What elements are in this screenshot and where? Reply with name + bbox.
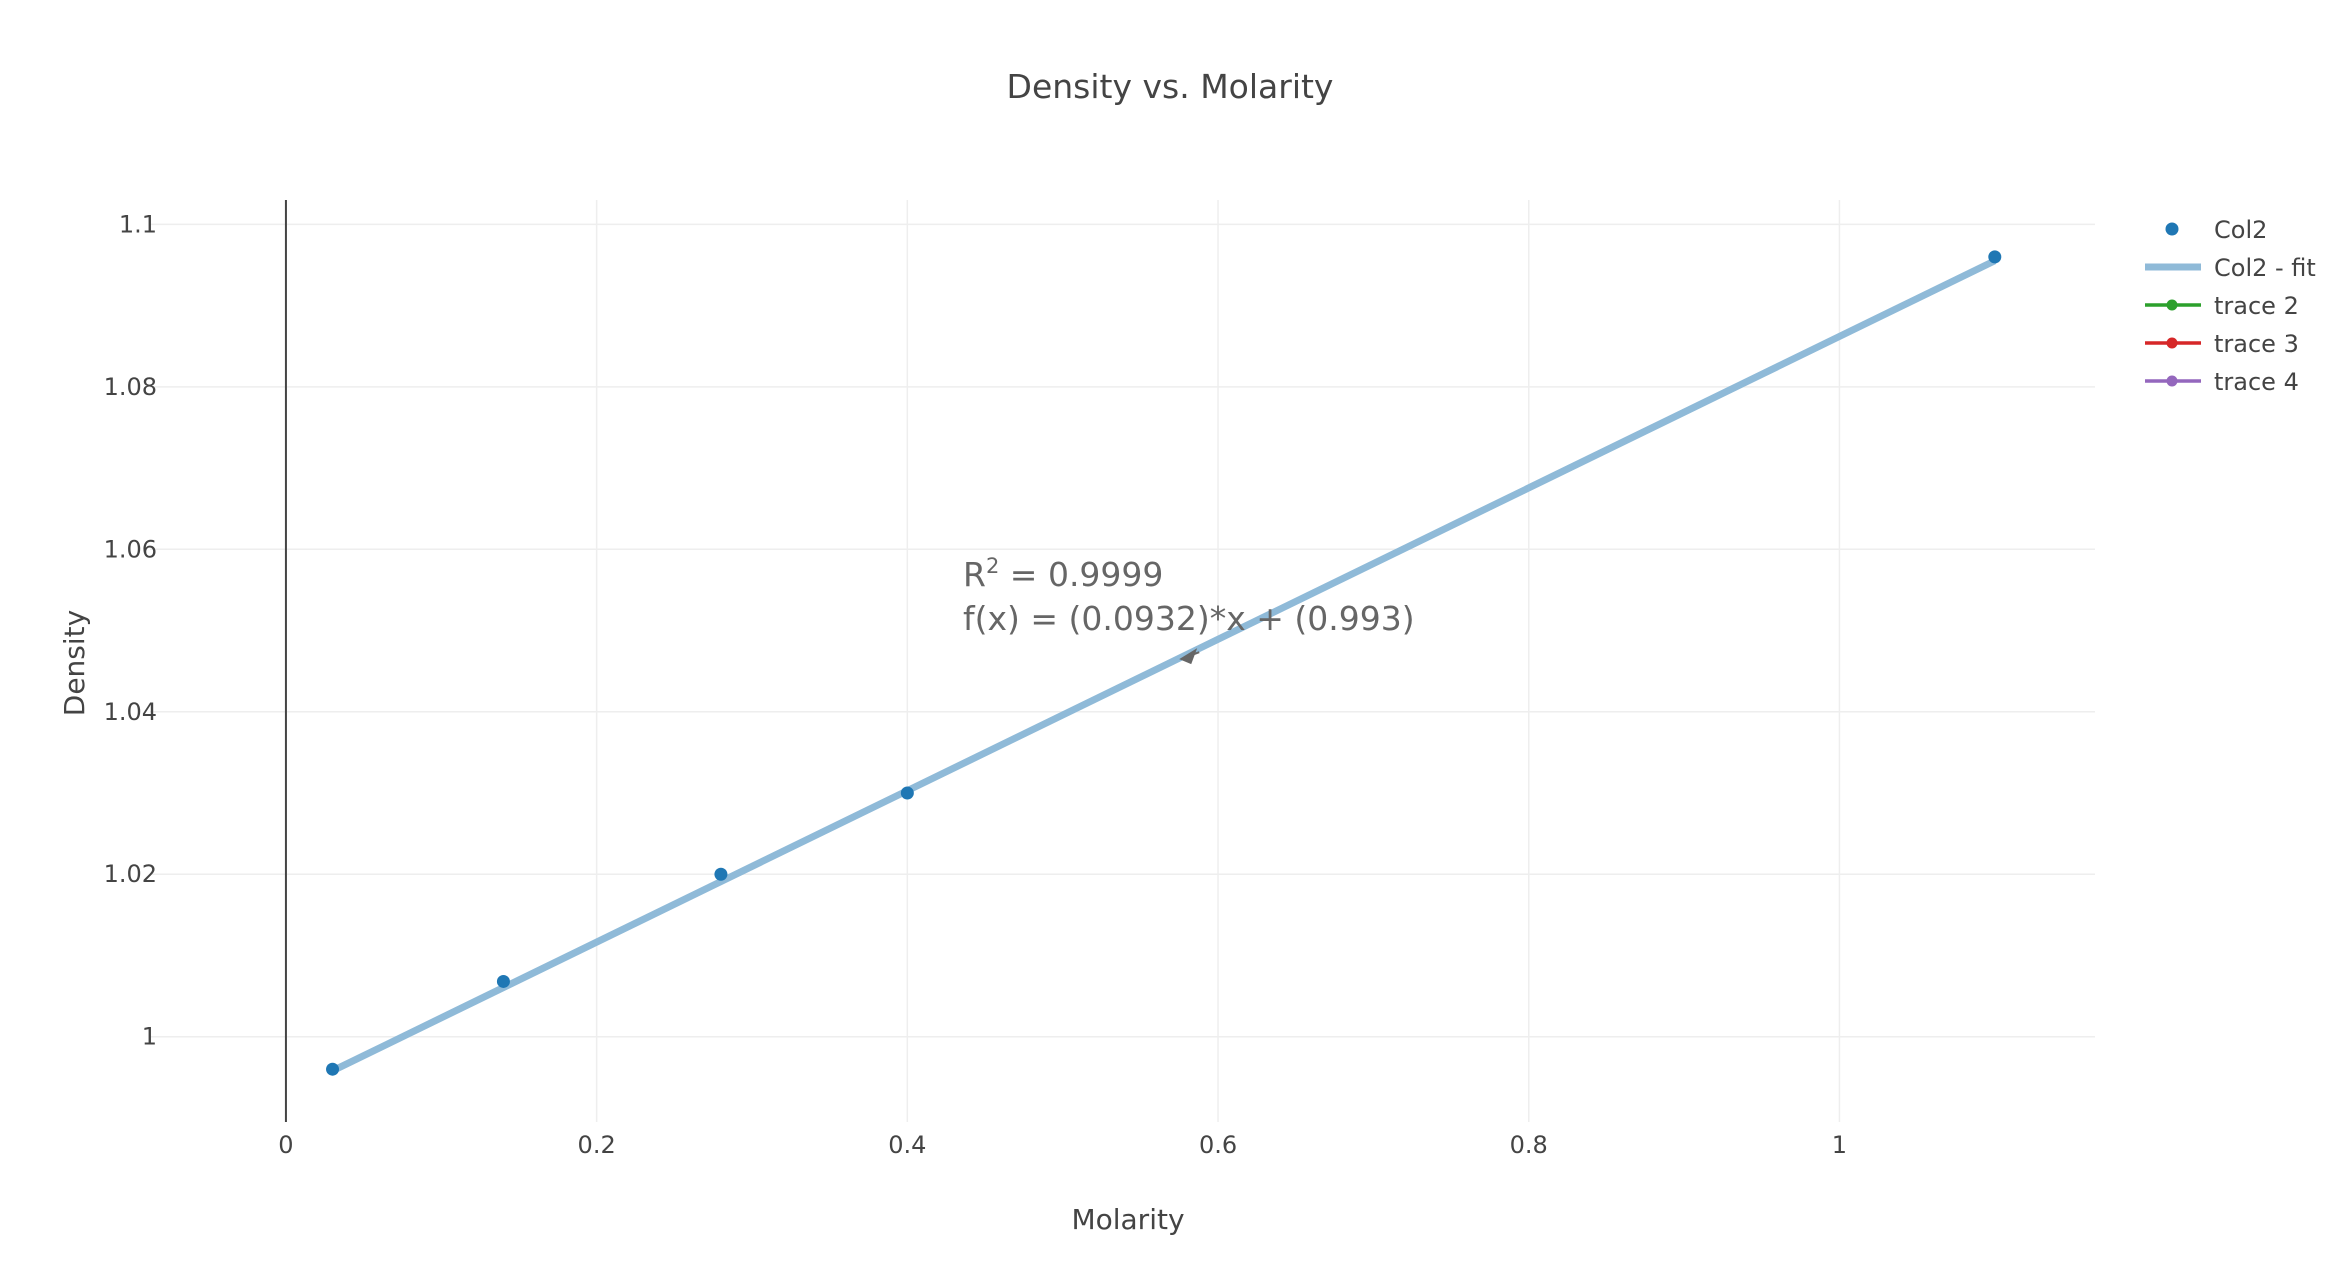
y-tick-label-5: 1.1 xyxy=(119,210,157,238)
legend: Col2 Col2 - fit trace 2 trace 3 trace 4 xyxy=(2145,216,2316,396)
fit-line xyxy=(331,257,1997,1074)
x-tick-label-1: 0.2 xyxy=(578,1131,616,1159)
legend-marker-2 xyxy=(2166,299,2178,311)
x-tick-labels: 0 0.2 0.4 0.6 0.8 1 xyxy=(278,1131,1847,1159)
legend-label-1: Col2 - fit xyxy=(2214,254,2316,282)
legend-label-2: trace 2 xyxy=(2214,292,2299,320)
legend-item-2: trace 2 xyxy=(2145,292,2299,320)
legend-item-3: trace 3 xyxy=(2145,330,2299,358)
r2-value: = 0.9999 xyxy=(999,555,1163,594)
legend-marker-4 xyxy=(2166,375,2178,387)
legend-label-3: trace 3 xyxy=(2214,330,2299,358)
x-tick-label-2: 0.4 xyxy=(888,1131,926,1159)
data-point-3 xyxy=(900,786,914,800)
x-tick-label-5: 1 xyxy=(1832,1131,1847,1159)
data-point-4 xyxy=(1988,250,2002,264)
legend-marker-0 xyxy=(2165,222,2179,236)
data-point-1 xyxy=(496,974,510,988)
arrow-head xyxy=(1179,648,1198,665)
x-tick-label-4: 0.8 xyxy=(1510,1131,1548,1159)
x-axis-label: Molarity xyxy=(1071,1203,1184,1236)
y-tick-label-3: 1.06 xyxy=(104,535,157,563)
fit-equation: f(x) = (0.0932)*x + (0.993) xyxy=(963,599,1415,638)
series-layer xyxy=(326,250,2002,1076)
y-tick-label-0: 1 xyxy=(142,1023,157,1051)
legend-label-0: Col2 xyxy=(2214,216,2267,244)
r2-text: R2 = 0.9999 xyxy=(963,554,1163,594)
x-tick-label-3: 0.6 xyxy=(1199,1131,1237,1159)
r2-superscript: 2 xyxy=(986,554,999,578)
chart-title: Density vs. Molarity xyxy=(1007,67,1334,106)
x-tick-label-0: 0 xyxy=(278,1131,293,1159)
y-tick-label-4: 1.08 xyxy=(104,373,157,401)
y-tick-label-2: 1.04 xyxy=(104,698,157,726)
legend-item-1: Col2 - fit xyxy=(2145,254,2316,282)
legend-marker-3 xyxy=(2166,337,2178,349)
data-point-0 xyxy=(326,1062,340,1076)
y-tick-labels: 1 1.02 1.04 1.06 1.08 1.1 xyxy=(104,210,157,1050)
legend-label-4: trace 4 xyxy=(2214,368,2299,396)
y-tick-label-1: 1.02 xyxy=(104,860,157,888)
fit-annotation: R2 = 0.9999 f(x) = (0.0932)*x + (0.993) xyxy=(963,554,1415,665)
legend-item-0: Col2 xyxy=(2165,216,2267,244)
r2-prefix: R xyxy=(963,555,986,594)
data-point-2 xyxy=(714,867,728,881)
grid-lines xyxy=(150,200,2095,1122)
y-axis-label: Density xyxy=(58,610,91,716)
annotation-arrow-icon xyxy=(1179,648,1200,665)
legend-item-4: trace 4 xyxy=(2145,368,2299,396)
